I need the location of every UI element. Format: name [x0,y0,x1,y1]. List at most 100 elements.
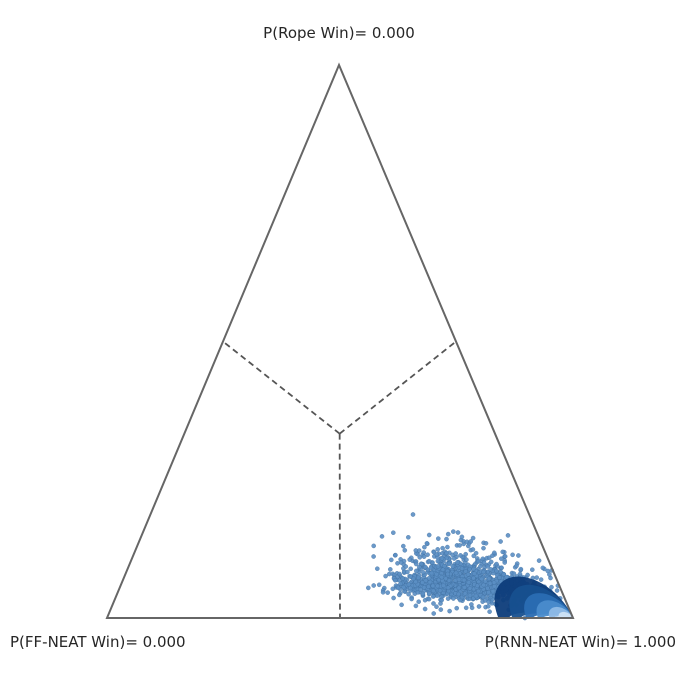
scatter-point [497,575,502,580]
scatter-point [465,572,471,577]
scatter-point [534,575,540,580]
scatter-point [385,590,391,595]
scatter-point [481,582,487,588]
vertex-label-rope: P(Rope Win)= 0.000 [263,24,415,42]
scatter-point [461,577,467,583]
scatter-point [376,582,382,588]
scatter-point [418,587,423,592]
scatter-point [501,572,507,577]
scatter-point [435,583,440,589]
scatter-point [390,530,396,536]
scatter-point [516,553,521,558]
scatter-point [435,558,441,564]
scatter-point [422,564,428,570]
scatter-point [416,564,422,570]
scatter-point [401,584,406,590]
scatter-point [445,531,451,537]
scatter-point [450,564,456,569]
scatter-point [549,584,554,590]
scatter-point [397,571,402,577]
scatter-point [423,578,429,583]
density-contours [494,576,573,618]
scatter-point [431,588,436,594]
scatter-point [400,576,406,581]
scatter-point [400,543,406,549]
scatter-point [426,575,432,581]
scatter-point [426,532,432,538]
scatter-point [450,529,456,534]
scatter-point [481,569,486,575]
divider-right [339,340,457,435]
scatter-point [408,566,414,572]
scatter-point [488,567,493,572]
scatter-point [481,560,487,566]
scatter-point [468,539,474,544]
scatter-point [538,577,544,582]
scatter-point [402,548,408,553]
scatter-point [445,544,450,550]
scatter-point [466,580,472,585]
scatter-point [413,603,419,609]
scatter-point [439,574,445,580]
scatter-point [407,557,413,562]
scatter-point [510,552,515,558]
scatter-point [399,602,404,608]
scatter-point [486,576,492,582]
scatter-point [470,535,476,541]
scatter-point [439,556,445,561]
scatter-point [387,567,393,572]
scatter-point [434,571,439,577]
vertex-label-ff-neat: P(FF-NEAT Win)= 0.000 [10,633,186,651]
scatter-point [485,564,491,569]
scatter-point [473,593,479,599]
scatter-point [525,572,530,578]
scatter-point [457,543,462,548]
scatter-point [408,585,413,591]
scatter-point [453,551,459,556]
scatter-point [487,581,493,586]
scatter-point [396,592,402,598]
scatter-point [371,583,377,588]
scatter-point [431,611,437,616]
scatter-point [481,545,486,551]
scatter-point [413,561,419,567]
scatter-point [425,552,430,558]
scatter-point [388,557,394,563]
scatter-point [380,590,386,595]
scatter-point [467,566,472,572]
scatter-point [518,566,524,572]
density-level-5 [558,611,573,618]
scatter-points [365,512,563,621]
scatter-point [454,605,460,611]
scatter-point [409,596,414,602]
scatter-point [453,570,459,576]
scatter-point [536,558,542,563]
scatter-point [392,578,398,583]
scatter-point [498,539,503,544]
scatter-point [451,596,456,601]
scatter-point [421,554,427,560]
scatter-point [395,585,401,591]
scatter-point [371,543,377,549]
scatter-point [434,552,440,557]
scatter-point [458,553,463,558]
scatter-point [416,599,422,605]
scatter-point [514,563,519,569]
scatter-point [463,605,469,611]
scatter-point [420,570,426,575]
scatter-point [422,606,428,612]
scatter-point [511,571,517,576]
scatter-point [505,533,511,538]
scatter-point [444,550,449,556]
scatter-point [478,564,483,569]
scatter-point [472,571,477,577]
scatter-point [440,567,446,573]
scatter-point [545,568,551,574]
scatter-point [413,548,419,553]
vertex-label-rnn-neat: P(RNN-NEAT Win)= 1.000 [485,633,676,651]
scatter-point [426,584,431,590]
scatter-point [471,575,476,581]
simplex-triangle [105,62,575,619]
scatter-point [444,536,449,542]
